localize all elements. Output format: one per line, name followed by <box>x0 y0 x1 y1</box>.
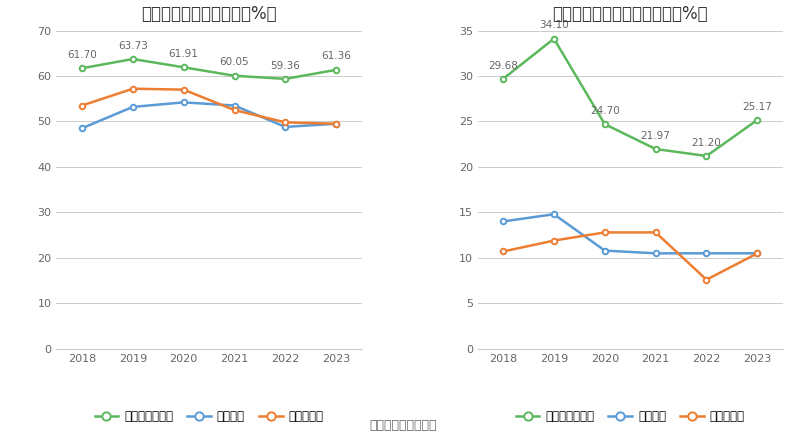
行业中位数 <box>332 121 341 126</box>
行业均值 <box>600 248 609 253</box>
Line: 行业中位数: 行业中位数 <box>500 230 760 283</box>
Title: 近年来有息资产负债率情况（%）: 近年来有息资产负债率情况（%） <box>553 5 708 24</box>
行业中位数 <box>701 277 711 282</box>
Text: 25.17: 25.17 <box>742 102 772 112</box>
行业均值 <box>332 121 341 126</box>
有息资产负债率 <box>701 153 711 159</box>
有息资产负债率 <box>549 36 558 41</box>
行业中位数 <box>230 107 240 112</box>
行业中位数 <box>600 230 609 235</box>
行业均值 <box>281 124 291 129</box>
行业均值 <box>179 100 189 105</box>
Text: 24.70: 24.70 <box>590 106 620 116</box>
Line: 行业均值: 行业均值 <box>500 211 760 256</box>
Text: 61.91: 61.91 <box>169 49 199 59</box>
行业中位数 <box>281 120 291 125</box>
行业均值 <box>650 251 660 256</box>
Legend: 公司资产负债率, 行业均值, 行业中位数: 公司资产负债率, 行业均值, 行业中位数 <box>90 405 328 428</box>
公司资产负债率 <box>128 56 138 61</box>
Text: 21.97: 21.97 <box>641 131 671 141</box>
Line: 行业中位数: 行业中位数 <box>79 86 339 126</box>
有息资产负债率 <box>752 117 762 123</box>
行业中位数 <box>77 103 87 108</box>
公司资产负债率 <box>281 76 291 82</box>
有息资产负债率 <box>498 76 508 82</box>
公司资产负债率 <box>77 66 87 71</box>
Title: 近年来资产负债率情况（%）: 近年来资产负债率情况（%） <box>141 5 277 24</box>
有息资产负债率 <box>650 146 660 152</box>
Text: 61.36: 61.36 <box>321 51 351 61</box>
Line: 行业均值: 行业均值 <box>79 99 339 131</box>
行业中位数 <box>650 230 660 235</box>
Text: 60.05: 60.05 <box>220 58 249 68</box>
有息资产负债率 <box>600 122 609 127</box>
行业均值 <box>701 251 711 256</box>
公司资产负债率 <box>230 73 240 78</box>
Line: 有息资产负债率: 有息资产负债率 <box>500 36 760 159</box>
Line: 公司资产负债率: 公司资产负债率 <box>79 56 339 82</box>
行业均值 <box>77 126 87 131</box>
Text: 数据来源：恒生聚源: 数据来源：恒生聚源 <box>370 419 437 432</box>
Legend: 有息资产负债率, 行业均值, 行业中位数: 有息资产负债率, 行业均值, 行业中位数 <box>511 405 750 428</box>
行业中位数 <box>752 251 762 256</box>
行业中位数 <box>549 238 558 243</box>
行业均值 <box>752 251 762 256</box>
Text: 21.20: 21.20 <box>692 138 721 148</box>
Text: 59.36: 59.36 <box>270 61 300 71</box>
Text: 29.68: 29.68 <box>488 61 518 71</box>
公司资产负债率 <box>332 67 341 72</box>
行业均值 <box>230 103 240 108</box>
Text: 63.73: 63.73 <box>118 41 148 51</box>
公司资产负债率 <box>179 65 189 70</box>
行业中位数 <box>179 87 189 92</box>
Text: 34.10: 34.10 <box>539 20 569 31</box>
行业均值 <box>549 211 558 217</box>
行业中位数 <box>498 249 508 254</box>
行业均值 <box>498 219 508 224</box>
行业中位数 <box>128 86 138 91</box>
行业均值 <box>128 104 138 109</box>
Text: 61.70: 61.70 <box>67 50 97 60</box>
